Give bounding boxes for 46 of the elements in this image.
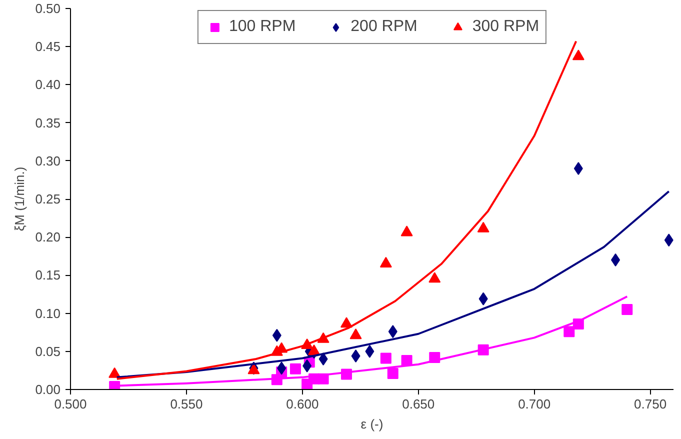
y-tick-label: 0.45 [35,39,61,54]
point [574,162,583,176]
point [564,326,575,338]
y-tick-label: 0.05 [35,344,61,359]
x-tick-label: 0.750 [634,396,667,412]
point [400,226,413,236]
point [611,253,620,266]
x-tick-label: 0.500 [54,396,87,412]
point [272,328,282,342]
point [622,304,633,315]
point [380,256,392,268]
point [277,362,286,375]
point [477,222,490,232]
point [664,234,674,247]
legend-label: 100 RPM [228,18,296,36]
point [572,50,584,60]
legend-label: 200 RPM [350,18,418,36]
x-tick-label: 0.600 [286,396,319,412]
point [308,344,320,356]
y-tick-label: 0.40 [35,77,61,92]
x-axis-title: ε (-) [360,416,384,432]
point [478,292,488,306]
point [318,352,328,366]
point [302,359,312,372]
y-tick-label: 0.30 [35,153,61,168]
point [350,328,362,340]
point [387,368,398,379]
x-tick-label: 0.650 [402,396,435,412]
y-tick-label: 0.00 [35,382,61,397]
y-axis-title: ξM (1/min.) [12,166,28,232]
point [428,272,441,283]
y-tick-label: 0.20 [35,230,61,245]
y-tick-label: 0.50 [35,1,61,16]
point [388,325,398,338]
y-tick-label: 0.10 [35,306,61,321]
y-tick-label: 0.35 [35,115,61,130]
y-tick-label: 0.15 [35,268,61,283]
point [108,367,121,378]
legend-label: 300 RPM [472,18,540,36]
point [351,349,360,362]
x-tick-label: 0.550 [170,396,203,412]
y-tick-label: 0.25 [35,192,61,206]
point [380,352,392,364]
x-tick-label: 0.700 [518,396,551,412]
point [290,363,301,374]
point [365,344,374,358]
